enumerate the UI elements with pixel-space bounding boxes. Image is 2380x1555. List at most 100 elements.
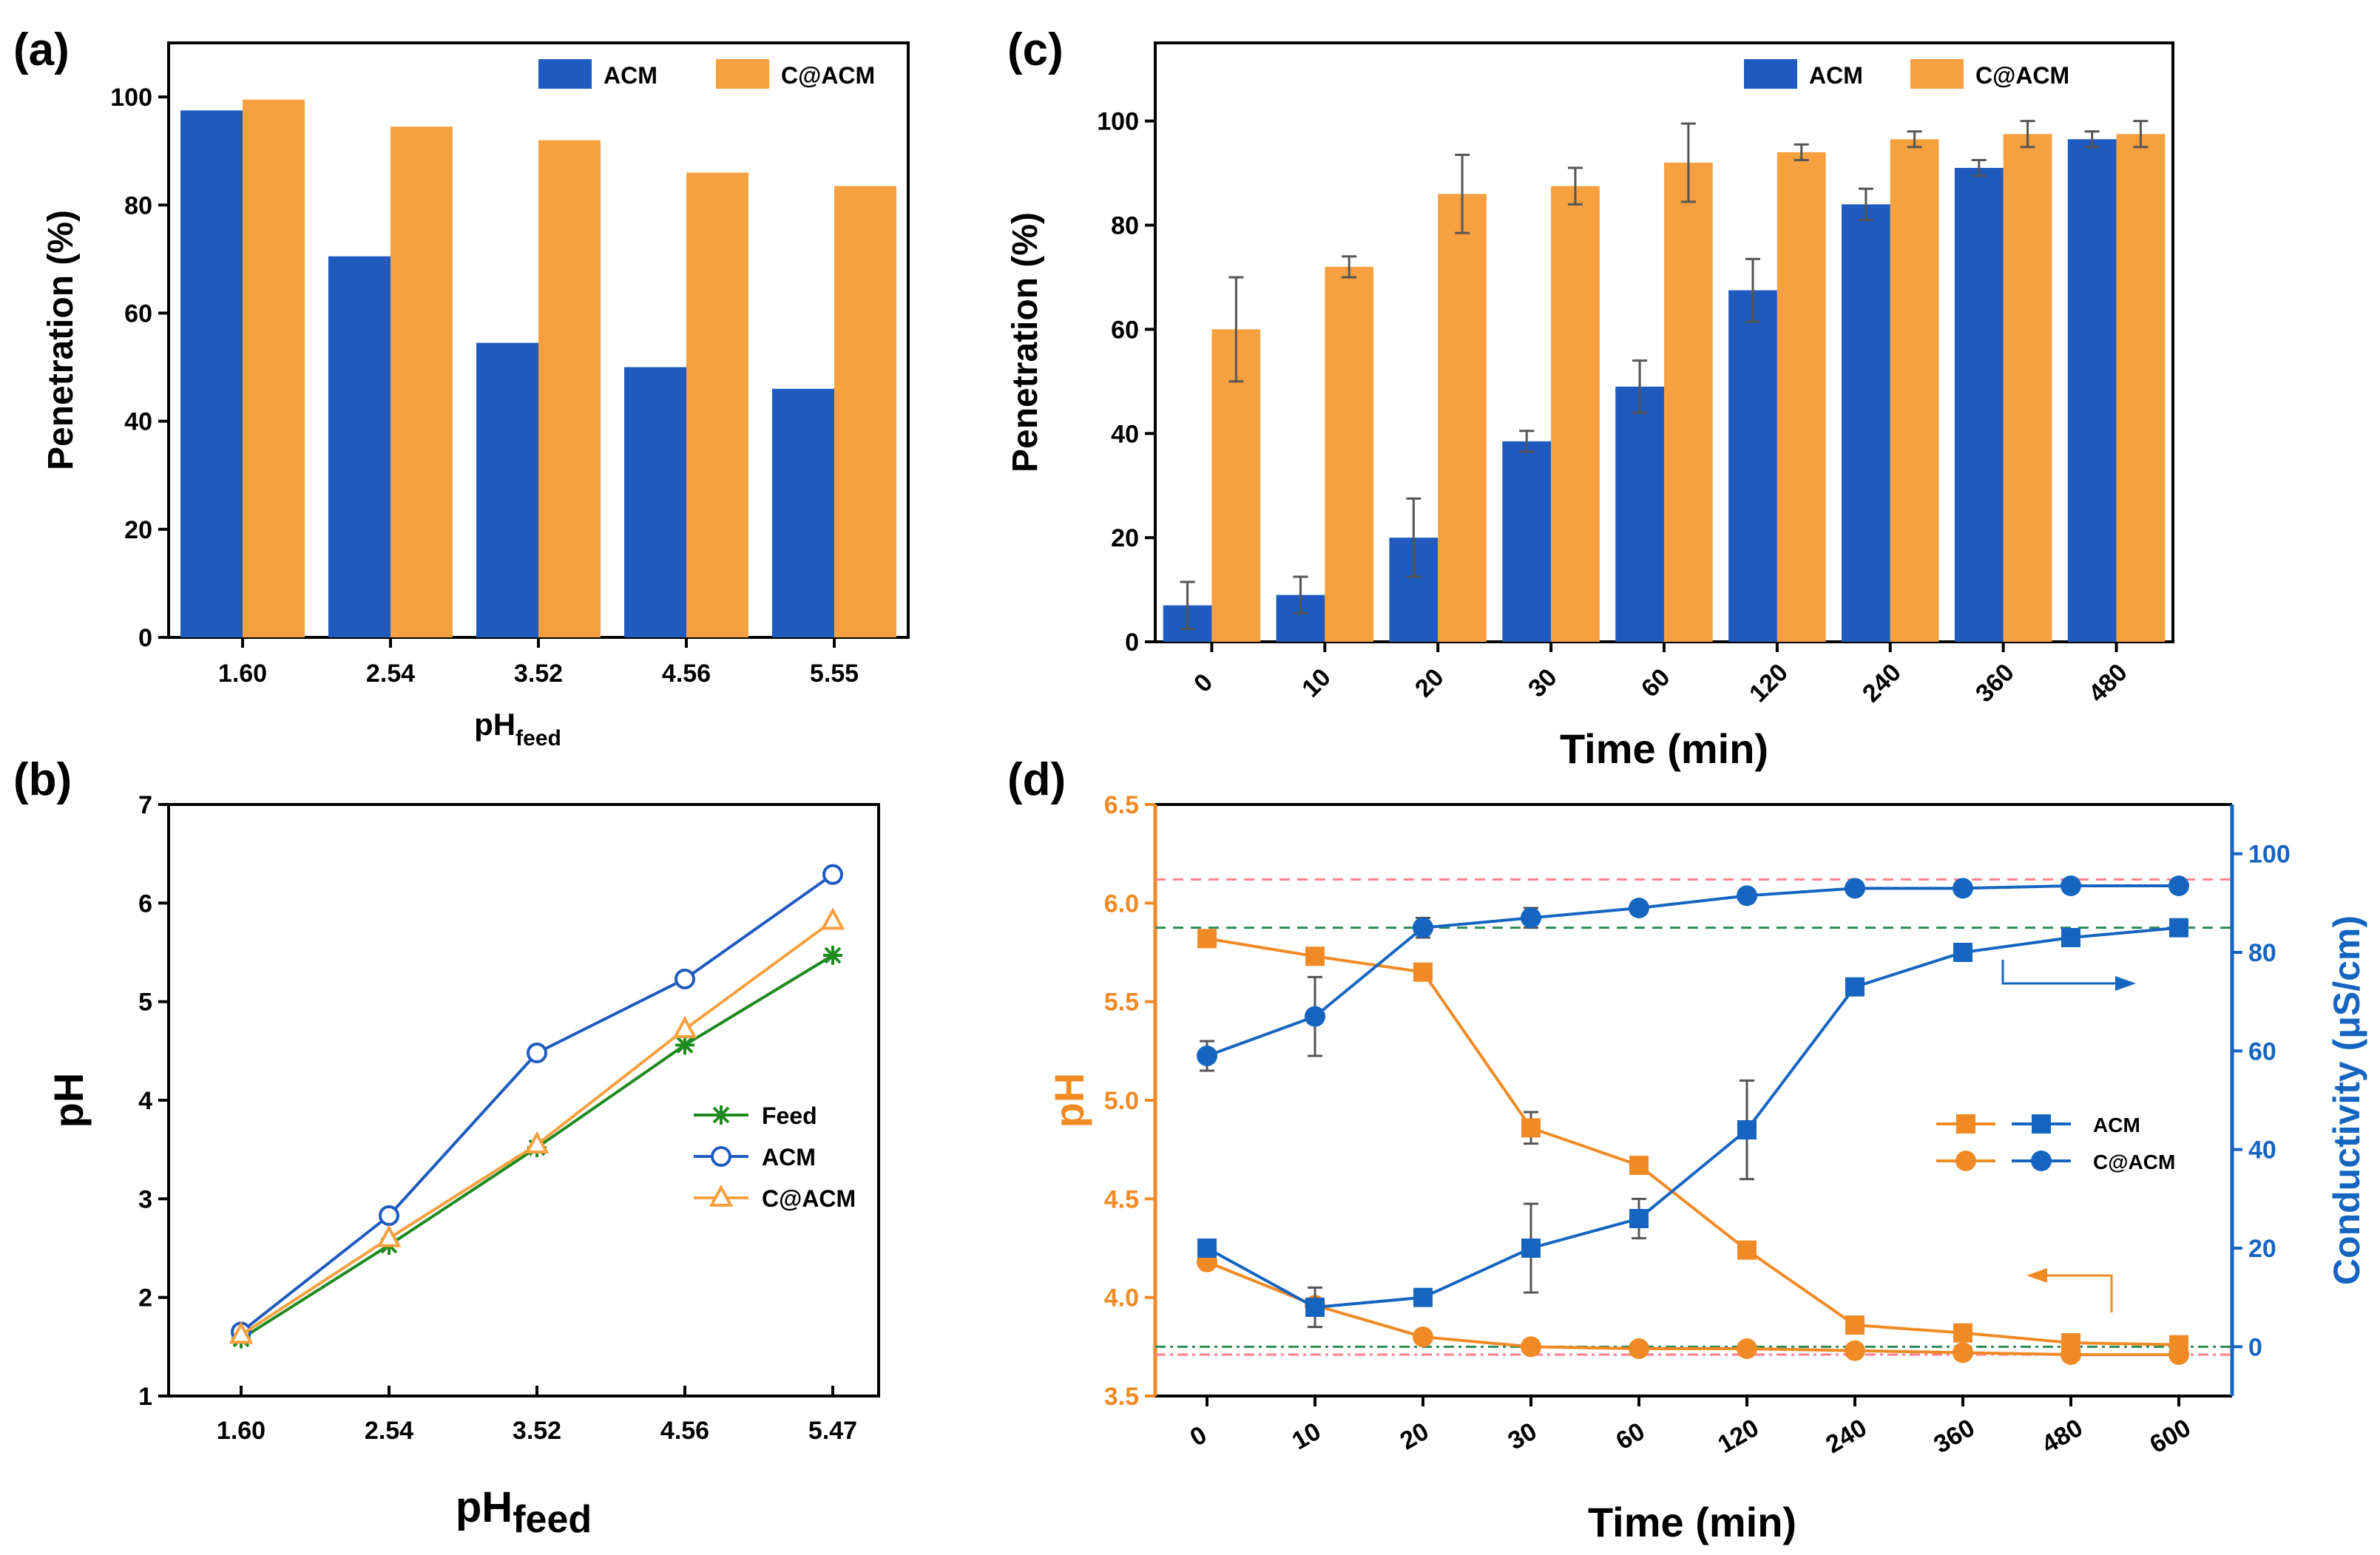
panel-b-point-cacm xyxy=(672,1015,697,1038)
panel-d-legend-marker xyxy=(1956,1114,1975,1134)
panel-d-right-tick-label: 100 xyxy=(2248,841,2291,869)
panel-a-x-title-main: pH xyxy=(474,707,515,742)
panel-b-point-acm xyxy=(822,864,843,885)
panel-d-legend-marker xyxy=(2031,1151,2052,1171)
panel-b-ytick-label: 1 xyxy=(138,1383,152,1411)
panel-c-bar-acm xyxy=(1954,168,2004,643)
panel-c-error-bar xyxy=(1567,166,1583,206)
panel-d-left-acm-point xyxy=(1953,1323,1972,1343)
panel-a-bar-c-at-acm xyxy=(686,172,748,637)
panel-d-left-acm-point xyxy=(1521,1118,1541,1138)
panel-d-right-c-at-acm-point xyxy=(1413,917,1433,938)
panel-c-legend-label: C@ACM xyxy=(1975,62,2069,89)
panel-d-right-axis-title: Conductivity (μS/cm) xyxy=(2326,915,2367,1285)
panel-c-bar-acm xyxy=(2067,139,2117,643)
panel-c-x-axis-title: Time (min) xyxy=(1560,725,1768,772)
panel-d-xtick-label: 30 xyxy=(1504,1417,1542,1456)
panel-c-bar-acm xyxy=(1502,441,1552,642)
panel-d-right-c-at-acm-point xyxy=(1953,878,1973,899)
panel-d-left-c-at-acm-point xyxy=(1629,1338,1649,1359)
panel-c-xtick-label: 20 xyxy=(1410,663,1450,703)
panel-d-right-tick-label: 80 xyxy=(2248,939,2276,967)
panel-a-xtick-label: 1.60 xyxy=(218,660,267,688)
panel-c-bar-c-at-acm xyxy=(1551,186,1600,642)
panel-d-left-tick-label: 4.5 xyxy=(1104,1185,1139,1213)
panel-d-xtick-label: 600 xyxy=(2145,1414,2195,1459)
panel-a-label: (a) xyxy=(13,24,70,75)
panel-d-xtick-label: 20 xyxy=(1396,1417,1434,1456)
panel-d-chart: 3.5 4.0 4.5 5.0 5.5 6.0 6.5 0 20 40 60 80 100 0 10 20 30… xyxy=(1046,791,2367,1545)
panel-d-right-tick-label: 0 xyxy=(2248,1333,2262,1361)
panel-d-left-tick-label: 3.5 xyxy=(1104,1383,1139,1411)
panel-c-xtick-label: 0 xyxy=(1189,668,1218,698)
panel-b-line-c-at-acm xyxy=(240,919,834,1337)
panel-c-error-bar xyxy=(1907,130,1922,149)
panel-c-error-bar xyxy=(1406,497,1421,578)
panel-d-right-acm-point xyxy=(1305,1298,1325,1317)
panel-a-y-axis-title: Penetration (%) xyxy=(41,210,81,470)
panel-a-bar-c-at-acm xyxy=(538,140,601,638)
panel-b-xtick-label: 2.54 xyxy=(365,1417,413,1445)
panel-d-left-c-at-acm-point xyxy=(1413,1327,1433,1347)
panel-b-x-title-main: pH xyxy=(456,1483,513,1531)
panel-b-ytick-label: 3 xyxy=(138,1185,152,1213)
panel-d-right-arrowhead xyxy=(2115,976,2136,991)
panel-b-ytick-label: 7 xyxy=(138,791,152,819)
panel-d-right-acm-point xyxy=(1629,1209,1649,1228)
panel-b-legend-label: C@ACM xyxy=(762,1185,856,1212)
panel-c-error-bar xyxy=(1971,158,1987,177)
panel-d-left-acm-point xyxy=(1845,1315,1865,1335)
panel-b-xtick-label: 5.47 xyxy=(808,1417,857,1445)
panel-d-left-tick-label: 6.0 xyxy=(1104,890,1139,918)
panel-c-error-bar xyxy=(1858,187,1873,221)
panel-c-chart: 0 20 40 60 80 100 0 10 20 30 60 120 240 360 480 ACM C@AC… xyxy=(1006,41,2174,772)
panel-a-bar-acm xyxy=(772,388,834,637)
panel-d-right-acm-point xyxy=(1521,1239,1541,1258)
panel-d-legend-label: C@ACM xyxy=(2093,1151,2175,1173)
panel-a-x-axis-title: pHfeed xyxy=(474,707,561,751)
panel-d-xtick-label: 10 xyxy=(1288,1417,1326,1456)
panel-d-right-c-at-acm-point xyxy=(2060,875,2081,896)
panel-b-point-acm xyxy=(675,969,695,989)
panel-d-left-c-at-acm-line xyxy=(1206,1260,2179,1356)
panel-b-legend-label: Feed xyxy=(762,1102,817,1129)
panel-d-right-acm-point xyxy=(1737,1120,1757,1139)
panel-d-left-arrowhead xyxy=(2026,1268,2047,1283)
panel-a-legend-label: C@ACM xyxy=(781,62,875,89)
panel-c-error-bar xyxy=(2084,130,2100,149)
panel-d-xtick-label: 480 xyxy=(2037,1414,2087,1459)
panel-c-error-bar xyxy=(1342,255,1357,279)
panel-d-right-axis-arrow xyxy=(2001,960,2115,985)
panel-d-right-c-at-acm-point xyxy=(1197,1046,1217,1066)
panel-c-ytick-label: 100 xyxy=(1097,108,1139,136)
panel-a-ytick-label: 100 xyxy=(110,84,152,112)
panel-d-legend-marker xyxy=(2032,1114,2051,1134)
panel-d-left-acm-line xyxy=(1206,937,2180,1346)
panel-c-xtick-label: 480 xyxy=(2083,658,2133,708)
panel-d-left-acm-point xyxy=(1413,962,1433,982)
panel-d-left-c-at-acm-point xyxy=(1737,1338,1757,1359)
panel-c-bar-c-at-acm xyxy=(1664,163,1713,642)
panel-a-ytick-label: 20 xyxy=(124,516,152,544)
panel-a-xtick-label: 3.52 xyxy=(514,660,563,688)
panel-c-error-bar xyxy=(1794,143,1809,161)
panel-b-ytick-label: 5 xyxy=(138,989,152,1017)
panel-d-right-c-at-acm-point xyxy=(2168,875,2189,896)
panel-d-right-c-at-acm-point xyxy=(1737,885,1757,907)
panel-c-bar-acm xyxy=(1615,386,1664,642)
panel-d-left-tick-label: 5.0 xyxy=(1104,1087,1139,1115)
panel-c-error-bar xyxy=(1519,430,1535,453)
panel-c-label: (c) xyxy=(1007,24,1064,75)
panel-d-label: (d) xyxy=(1007,754,1066,805)
panel-b-line-acm xyxy=(240,873,834,1333)
panel-c-y-axis-title: Penetration (%) xyxy=(1006,212,1045,472)
panel-b-point-feed xyxy=(675,1035,694,1055)
panel-c-bar-acm xyxy=(1842,204,1890,642)
panel-b-ytick-label: 2 xyxy=(138,1284,152,1312)
panel-a-bar-acm xyxy=(180,110,243,637)
panel-d-right-c-at-acm-point xyxy=(1845,878,1865,899)
panel-b-point-cacm xyxy=(229,1321,254,1344)
panel-d-right-c-at-acm-point xyxy=(1305,1006,1325,1027)
panel-a-legend-label: ACM xyxy=(604,62,657,89)
